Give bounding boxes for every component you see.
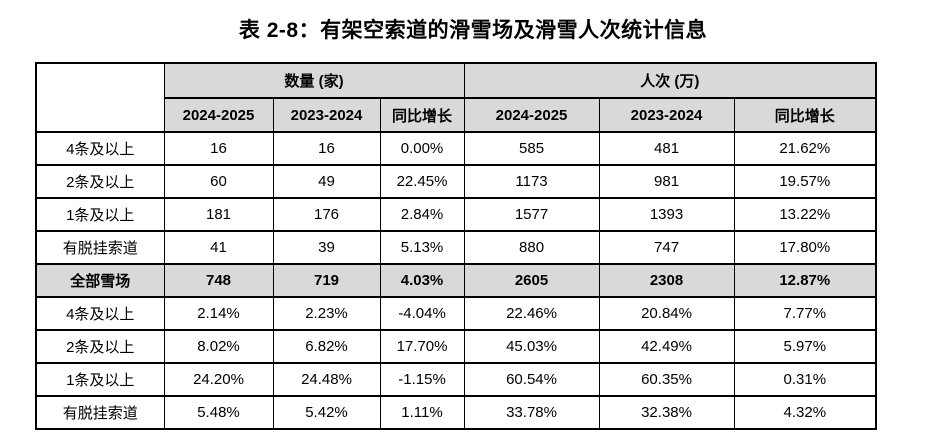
data-cell: 481 bbox=[598, 131, 735, 166]
data-cell: 8.02% bbox=[163, 329, 274, 364]
data-cell: 5.97% bbox=[733, 329, 877, 364]
quantity-col-growth: 同比增长 bbox=[379, 97, 465, 133]
table-body: 4条及以上 16 16 0.00% 585 481 21.62% 2条及以上 60 49 22.45… bbox=[35, 131, 877, 430]
data-cell: 0.00% bbox=[379, 131, 465, 166]
data-cell: -1.15% bbox=[379, 362, 465, 397]
data-cell: 16 bbox=[272, 131, 381, 166]
data-cell: 60.54% bbox=[463, 362, 600, 397]
header-year-row: 2024-2025 2023-2024 同比增长 2024-2025 2023-… bbox=[36, 97, 877, 133]
table-row: 4条及以上 2.14% 2.23% -4.04% 22.46% 20.84% 7.77% bbox=[35, 296, 877, 331]
data-cell: 5.48% bbox=[163, 395, 274, 430]
stats-table: 数量 (家) 人次 (万) 2024-2025 2023-2024 同比增长 2… bbox=[35, 62, 878, 430]
row-label: 1条及以上 bbox=[35, 197, 165, 232]
data-cell: 24.20% bbox=[163, 362, 274, 397]
data-cell: -4.04% bbox=[379, 296, 465, 331]
data-cell: 7.77% bbox=[733, 296, 877, 331]
data-cell: 13.22% bbox=[733, 197, 877, 232]
data-cell: 45.03% bbox=[463, 329, 600, 364]
data-cell: 22.46% bbox=[463, 296, 600, 331]
corner-cell bbox=[35, 62, 165, 133]
data-cell: 176 bbox=[272, 197, 381, 232]
data-cell: 60.35% bbox=[598, 362, 735, 397]
quantity-col-2024-2025: 2024-2025 bbox=[163, 97, 274, 133]
data-cell: 17.70% bbox=[379, 329, 465, 364]
table-row: 有脱挂索道 41 39 5.13% 880 747 17.80% bbox=[35, 230, 877, 265]
data-cell: 32.38% bbox=[598, 395, 735, 430]
row-label: 2条及以上 bbox=[35, 329, 165, 364]
data-cell: 748 bbox=[163, 263, 274, 298]
data-cell: 16 bbox=[163, 131, 274, 166]
data-cell: 12.87% bbox=[733, 263, 877, 298]
row-label: 4条及以上 bbox=[35, 131, 165, 166]
row-label: 4条及以上 bbox=[35, 296, 165, 331]
data-cell: 4.32% bbox=[733, 395, 877, 430]
data-cell: 2.23% bbox=[272, 296, 381, 331]
table-header: 数量 (家) 人次 (万) 2024-2025 2023-2024 同比增长 2… bbox=[35, 62, 877, 133]
data-cell: 0.31% bbox=[733, 362, 877, 397]
data-cell: 22.45% bbox=[379, 164, 465, 199]
data-cell: 17.80% bbox=[733, 230, 877, 265]
col-group-quantity: 数量 (家) bbox=[163, 62, 465, 99]
data-cell: 60 bbox=[163, 164, 274, 199]
visits-col-2024-2025: 2024-2025 bbox=[463, 97, 600, 133]
data-cell: 19.57% bbox=[733, 164, 877, 199]
data-cell: 981 bbox=[598, 164, 735, 199]
data-cell: 2605 bbox=[463, 263, 600, 298]
data-cell: 1393 bbox=[598, 197, 735, 232]
quantity-col-2023-2024: 2023-2024 bbox=[272, 97, 381, 133]
row-label: 2条及以上 bbox=[35, 164, 165, 199]
page-title: 表 2-8：有架空索道的滑雪场及滑雪人次统计信息 bbox=[238, 19, 708, 42]
table-row: 2条及以上 8.02% 6.82% 17.70% 45.03% 42.49% 5.97% bbox=[35, 329, 877, 364]
data-cell: 719 bbox=[272, 263, 381, 298]
data-cell: 41 bbox=[163, 230, 274, 265]
data-cell: 5.42% bbox=[272, 395, 381, 430]
table-row: 1条及以上 181 176 2.84% 1577 1393 13.22% bbox=[35, 197, 877, 232]
table-row: 4条及以上 16 16 0.00% 585 481 21.62% bbox=[35, 131, 877, 166]
data-cell: 24.48% bbox=[272, 362, 381, 397]
header-group-row: 数量 (家) 人次 (万) bbox=[35, 62, 877, 133]
data-cell: 6.82% bbox=[272, 329, 381, 364]
table-row: 全部雪场 748 719 4.03% 2605 2308 12.87% bbox=[35, 263, 877, 298]
data-cell: 1577 bbox=[463, 197, 600, 232]
table-row: 1条及以上 24.20% 24.48% -1.15% 60.54% 60.35% 0.31% bbox=[35, 362, 877, 397]
data-cell: 42.49% bbox=[598, 329, 735, 364]
data-cell: 49 bbox=[272, 164, 381, 199]
data-cell: 181 bbox=[163, 197, 274, 232]
data-cell: 33.78% bbox=[463, 395, 600, 430]
visits-col-2023-2024: 2023-2024 bbox=[598, 97, 735, 133]
row-label: 1条及以上 bbox=[35, 362, 165, 397]
data-cell: 585 bbox=[463, 131, 600, 166]
data-cell: 747 bbox=[598, 230, 735, 265]
data-cell: 2.84% bbox=[379, 197, 465, 232]
table-row: 2条及以上 60 49 22.45% 1173 981 19.57% bbox=[35, 164, 877, 199]
table-row: 有脱挂索道 5.48% 5.42% 1.11% 33.78% 32.38% 4.32% bbox=[35, 395, 877, 430]
data-cell: 39 bbox=[272, 230, 381, 265]
data-cell: 20.84% bbox=[598, 296, 735, 331]
data-cell: 2.14% bbox=[163, 296, 274, 331]
col-group-visits: 人次 (万) bbox=[463, 62, 877, 99]
data-cell: 1.11% bbox=[379, 395, 465, 430]
data-cell: 21.62% bbox=[733, 131, 877, 166]
visits-col-growth: 同比增长 bbox=[733, 97, 877, 133]
data-cell: 5.13% bbox=[379, 230, 465, 265]
row-label: 全部雪场 bbox=[35, 263, 165, 298]
row-label: 有脱挂索道 bbox=[35, 395, 165, 430]
row-label: 有脱挂索道 bbox=[35, 230, 165, 265]
data-cell: 4.03% bbox=[379, 263, 465, 298]
data-cell: 2308 bbox=[598, 263, 735, 298]
data-cell: 1173 bbox=[463, 164, 600, 199]
data-cell: 880 bbox=[463, 230, 600, 265]
